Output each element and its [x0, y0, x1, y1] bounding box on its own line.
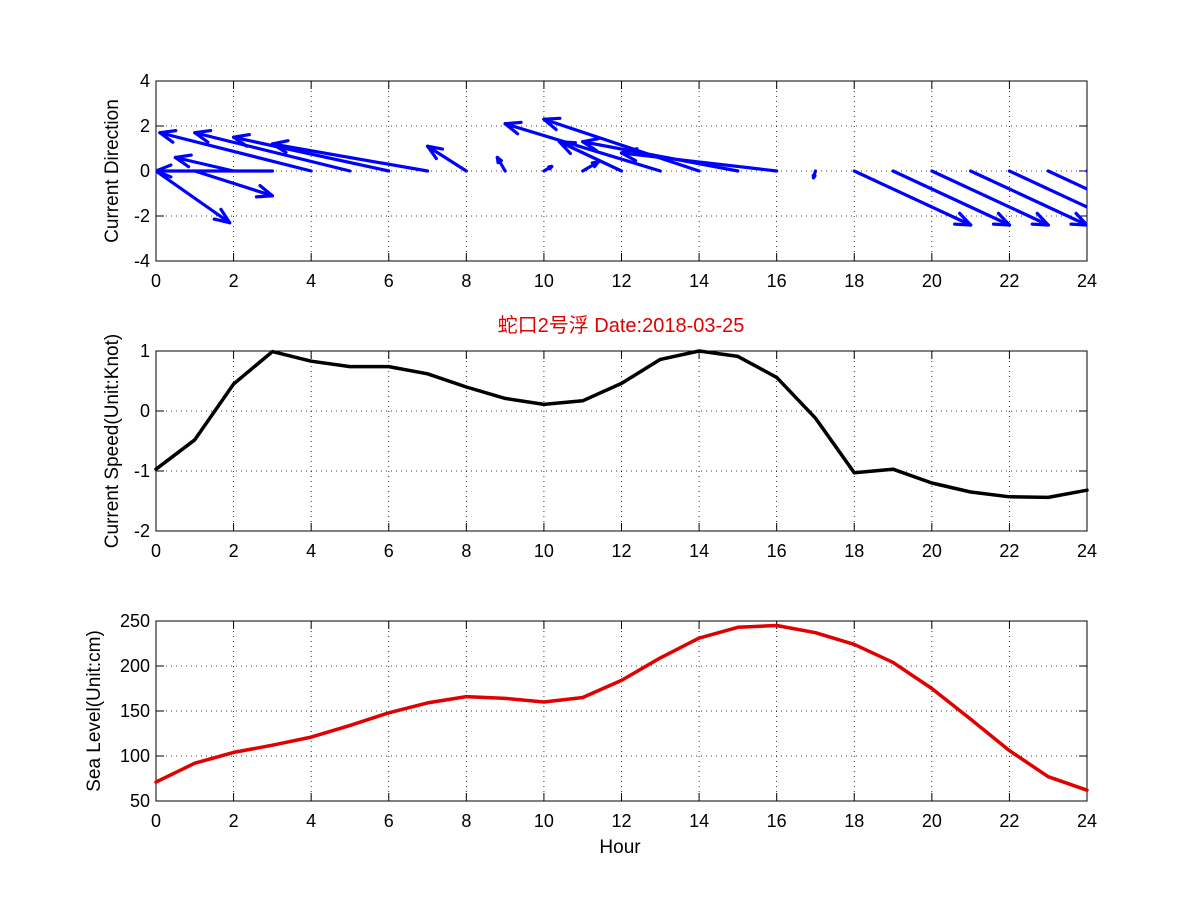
- current-direction-xtick-label-8: 8: [461, 271, 471, 291]
- current-speed-ytick-label-1: 1: [140, 341, 150, 361]
- current-direction-arrow-1: [193, 169, 274, 199]
- current-speed-xtick-label-16: 16: [767, 541, 787, 561]
- current-direction-arrows: [156, 116, 1087, 227]
- sea-level-xtick-label-14: 14: [689, 811, 709, 831]
- sea-level-xtick-label-10: 10: [534, 811, 554, 831]
- current-direction-xtick-label-4: 4: [306, 271, 316, 291]
- current-direction-xtick-label-0: 0: [151, 271, 161, 291]
- sea-level-y-axis-label: Sea Level(Unit:cm): [84, 630, 105, 792]
- current-direction-arrow-18: [852, 169, 973, 227]
- current-direction-arrow-5: [193, 128, 352, 173]
- sea-level-ytick-label-200: 200: [120, 656, 150, 676]
- current-speed-xtick-label-12: 12: [611, 541, 631, 561]
- current-direction-xtick-label-14: 14: [689, 271, 709, 291]
- current-direction-ytick-label-2: 2: [140, 116, 150, 136]
- current-speed-ytick-label--2: -2: [134, 521, 150, 541]
- sea-level-xtick-label-16: 16: [767, 811, 787, 831]
- current-direction-arrow-4: [158, 129, 313, 173]
- figure-title: 蛇口2号浮 Date:2018-03-25: [498, 314, 745, 337]
- current-speed-xtick-label-24: 24: [1077, 541, 1097, 561]
- current-direction-arrow-10: [542, 164, 554, 173]
- current-speed-xtick-label-6: 6: [384, 541, 394, 561]
- current-direction-arrow-0: [156, 169, 232, 225]
- current-direction-ytick-label--4: -4: [134, 251, 150, 271]
- current-direction-arrow-23: [1046, 169, 1087, 191]
- current-direction-xtick-label-24: 24: [1077, 271, 1097, 291]
- current-direction-arrow-9: [495, 155, 507, 173]
- sea-level-ytick-label-150: 150: [120, 701, 150, 721]
- current-direction-arrow-17: [811, 169, 818, 180]
- current-direction-ytick-label-0: 0: [140, 161, 150, 181]
- current-speed-xtick-label-10: 10: [534, 541, 554, 561]
- sea-level-xtick-label-0: 0: [151, 811, 161, 831]
- sea-level-xtick-label-4: 4: [306, 811, 316, 831]
- current-direction-arrow-2: [173, 153, 236, 173]
- current-speed-y-axis-label: Current Speed(Unit:Knot): [102, 334, 123, 548]
- current-direction-xtick-label-18: 18: [844, 271, 864, 291]
- sea-level-xtick-label-22: 22: [999, 811, 1019, 831]
- sea-level-xtick-label-6: 6: [384, 811, 394, 831]
- current-direction-ytick-label--2: -2: [134, 206, 150, 226]
- current-speed-ytick-label-0: 0: [140, 401, 150, 421]
- current-direction-xtick-label-2: 2: [229, 271, 239, 291]
- current-direction-y-axis-label: Current Direction: [102, 99, 123, 243]
- current-direction-arrow-8: [425, 144, 468, 173]
- current-direction-arrow-3: [156, 163, 274, 179]
- sea-level-xtick-label-8: 8: [461, 811, 471, 831]
- current-direction-arrow-7: [270, 139, 430, 173]
- current-direction-xtick-label-16: 16: [767, 271, 787, 291]
- current-direction-arrow-11: [581, 160, 600, 173]
- current-direction-arrow-14: [542, 116, 701, 173]
- current-speed-xtick-label-8: 8: [461, 541, 471, 561]
- current-direction-xtick-label-20: 20: [922, 271, 942, 291]
- current-speed-ytick-label--1: -1: [134, 461, 150, 481]
- sea-level-ytick-label-250: 250: [120, 611, 150, 631]
- current-speed-xtick-label-2: 2: [229, 541, 239, 561]
- current-direction-xtick-label-12: 12: [611, 271, 631, 291]
- current-direction-arrow-22: [1007, 169, 1087, 209]
- current-speed-xtick-label-4: 4: [306, 541, 316, 561]
- current-direction-xtick-label-6: 6: [384, 271, 394, 291]
- current-direction-arrow-13: [503, 120, 662, 173]
- sea-level-xtick-label-24: 24: [1077, 811, 1097, 831]
- current-speed-xtick-label-14: 14: [689, 541, 709, 561]
- x-axis-label-hour: Hour: [599, 837, 641, 858]
- sea-level-ytick-label-50: 50: [130, 791, 150, 811]
- current-direction-arrow-20: [930, 169, 1050, 227]
- current-direction-xtick-label-22: 22: [999, 271, 1019, 291]
- current-direction-arrow-16: [619, 147, 779, 173]
- current-direction-ytick-label-4: 4: [140, 71, 150, 91]
- current-direction-arrow-21: [969, 169, 1087, 227]
- current-direction-arrow-19: [891, 169, 1012, 227]
- current-speed-xtick-label-18: 18: [844, 541, 864, 561]
- sea-level-xtick-label-12: 12: [611, 811, 631, 831]
- current-speed-xtick-label-20: 20: [922, 541, 942, 561]
- current-direction-arrow-6: [231, 133, 391, 173]
- sea-level-xtick-label-18: 18: [844, 811, 864, 831]
- current-speed-xtick-label-22: 22: [999, 541, 1019, 561]
- sea-level-xtick-label-2: 2: [229, 811, 239, 831]
- current-speed-xtick-label-0: 0: [151, 541, 161, 561]
- sea-level-ytick-label-100: 100: [120, 746, 150, 766]
- sea-level-xtick-label-20: 20: [922, 811, 942, 831]
- current-direction-xtick-label-10: 10: [534, 271, 554, 291]
